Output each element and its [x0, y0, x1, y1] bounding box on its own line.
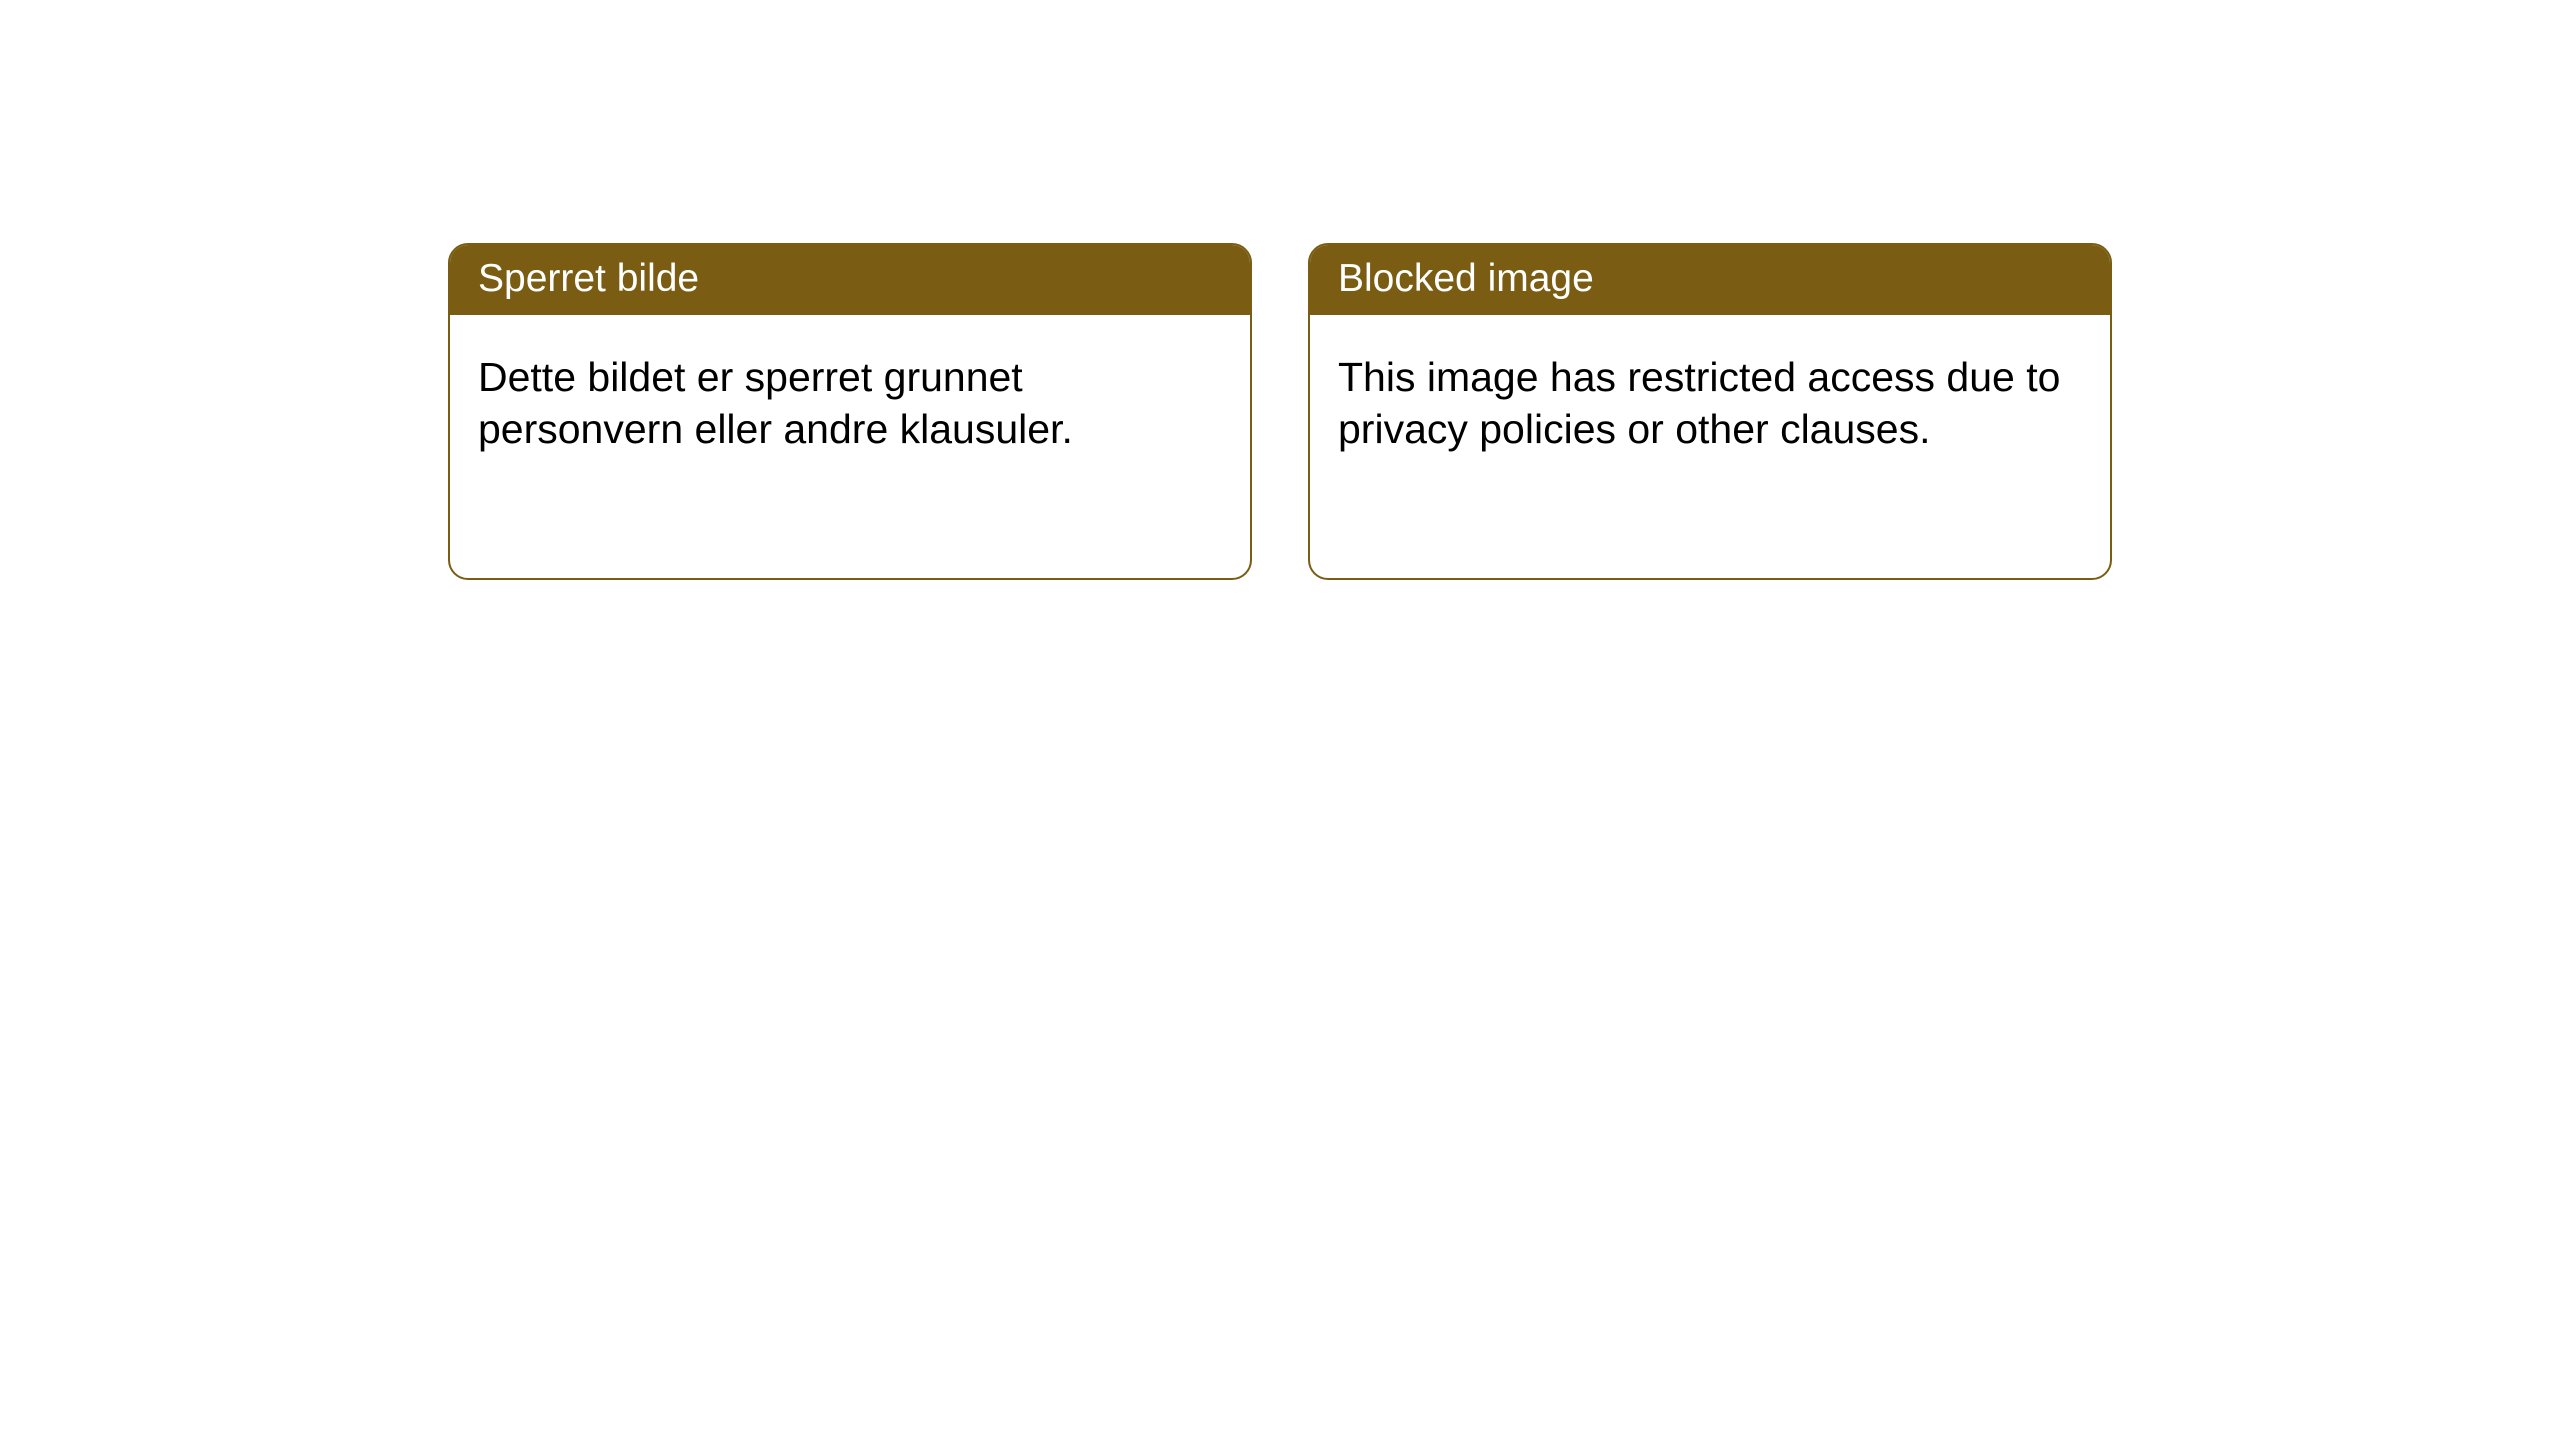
- blocked-image-card-en: Blocked image This image has restricted …: [1308, 243, 2112, 580]
- card-header-no: Sperret bilde: [450, 245, 1250, 315]
- card-body-no: Dette bildet er sperret grunnet personve…: [450, 315, 1250, 484]
- card-body-en: This image has restricted access due to …: [1310, 315, 2110, 484]
- cards-container: Sperret bilde Dette bildet er sperret gr…: [0, 0, 2560, 580]
- blocked-image-card-no: Sperret bilde Dette bildet er sperret gr…: [448, 243, 1252, 580]
- card-header-en: Blocked image: [1310, 245, 2110, 315]
